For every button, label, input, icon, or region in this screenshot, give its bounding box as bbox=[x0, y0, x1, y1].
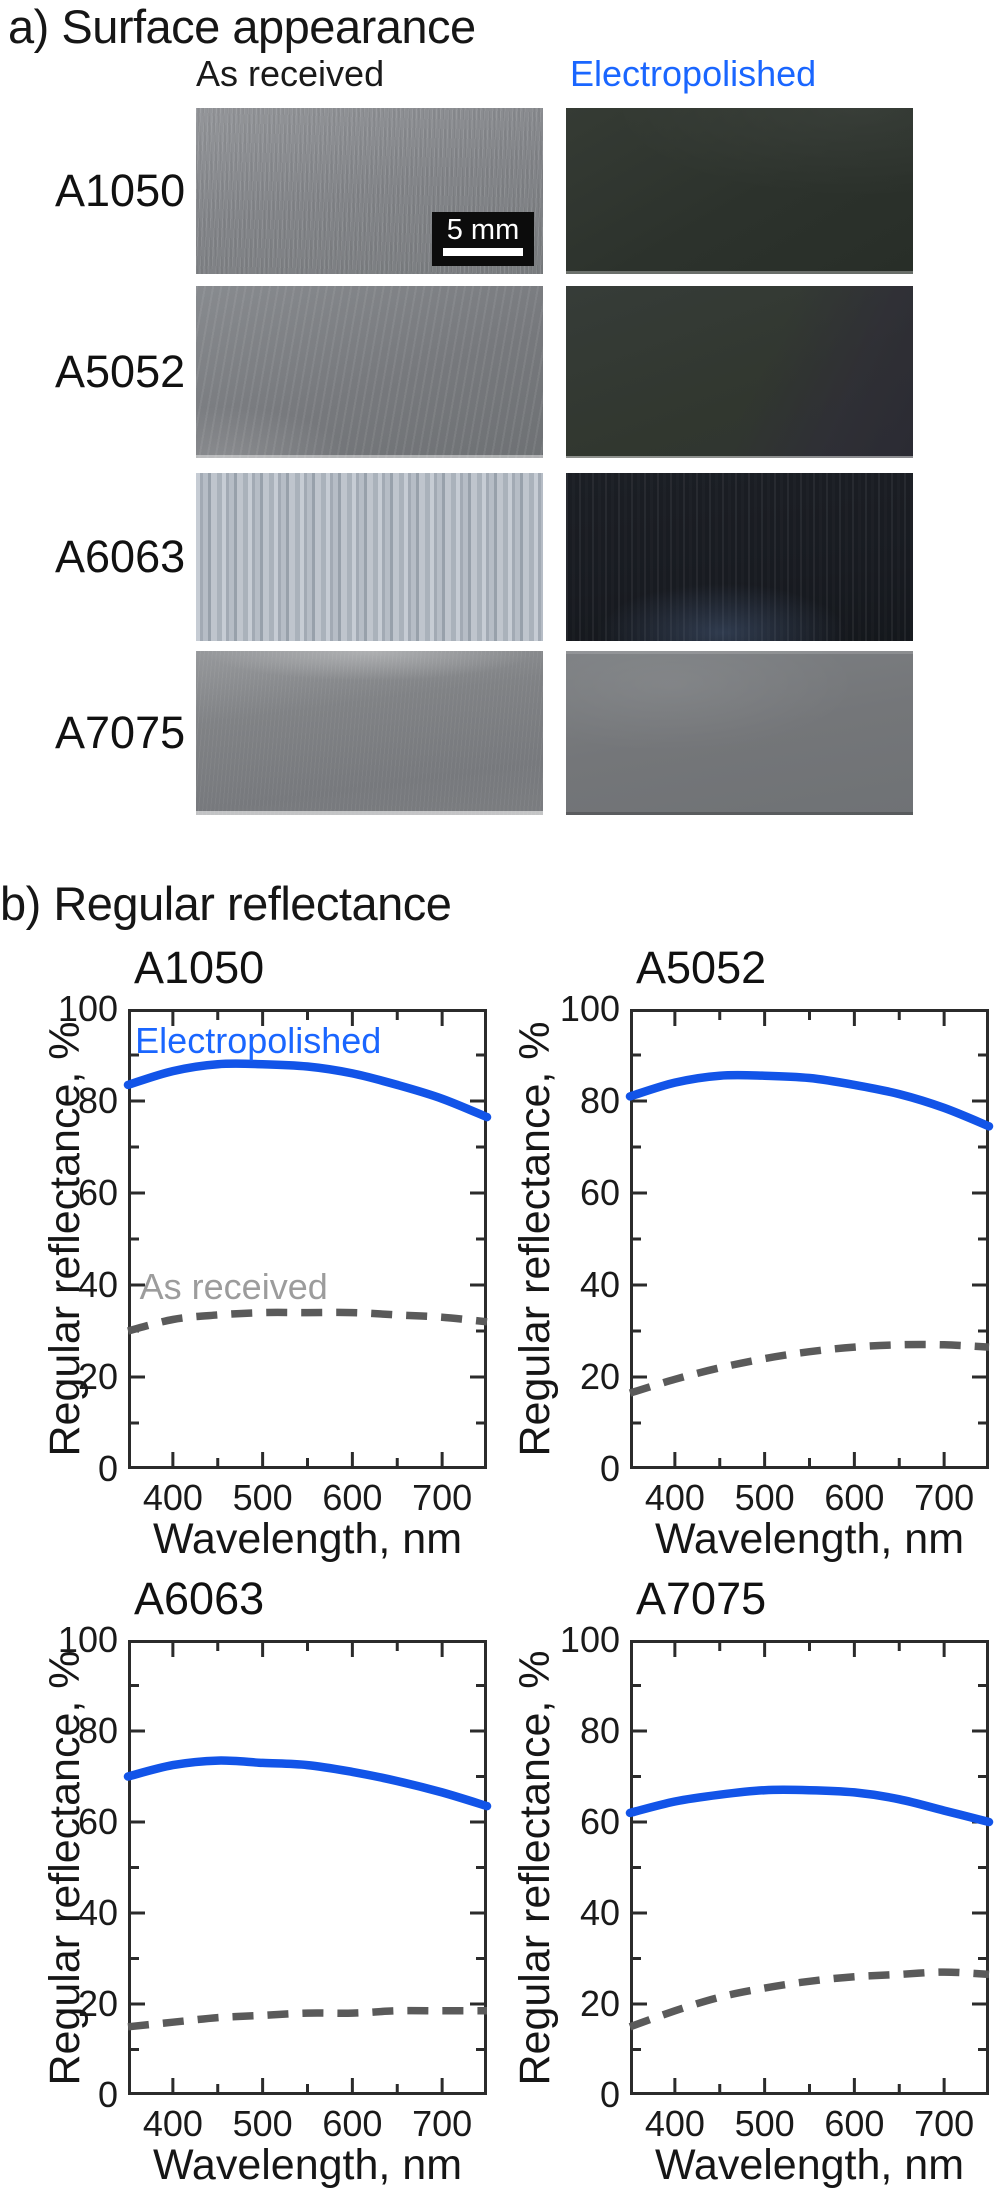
y-tick-label: 60 bbox=[77, 1801, 118, 1842]
y-tick-label: 80 bbox=[77, 1080, 118, 1121]
x-tick-label: 500 bbox=[232, 1477, 293, 1518]
series-label: As received bbox=[139, 1265, 328, 1307]
scale-bar-label: 5 mm bbox=[446, 214, 520, 246]
chart-title: A6063 bbox=[134, 1573, 265, 1624]
y-tick-label: 0 bbox=[599, 1448, 620, 1489]
x-tick-label: 700 bbox=[412, 1477, 473, 1518]
x-axis-title: Wavelength, nm bbox=[152, 1515, 463, 1563]
photo-a7075-electropolished bbox=[566, 651, 913, 815]
x-tick-label: 400 bbox=[142, 1477, 203, 1518]
plot-area-a7075 bbox=[625, 1640, 994, 2095]
row-label-a1050: A1050 bbox=[55, 165, 186, 216]
y-axis-title: Regular reflectance, % bbox=[41, 1650, 89, 2085]
x-tick-label: 400 bbox=[644, 1477, 705, 1518]
y-tick-label: 20 bbox=[77, 1983, 118, 2024]
x-tick-label: 500 bbox=[734, 1477, 795, 1518]
photo-a1050-electropolished bbox=[566, 108, 913, 274]
y-tick-label: 40 bbox=[579, 1264, 620, 1305]
plot-area-a1050 bbox=[123, 1009, 492, 1469]
y-tick-label: 60 bbox=[579, 1801, 620, 1842]
x-tick-label: 400 bbox=[644, 2103, 705, 2144]
photo-a5052-electropolished bbox=[566, 286, 913, 458]
y-tick-label: 100 bbox=[559, 1619, 620, 1660]
photo-a6063-electropolished bbox=[566, 473, 913, 641]
y-tick-label: 0 bbox=[97, 2074, 118, 2115]
y-tick-label: 20 bbox=[579, 1983, 620, 2024]
x-tick-label: 400 bbox=[142, 2103, 203, 2144]
y-tick-label: 0 bbox=[599, 2074, 620, 2115]
y-tick-label: 80 bbox=[579, 1710, 620, 1751]
x-tick-label: 700 bbox=[914, 1477, 975, 1518]
y-tick-label: 100 bbox=[559, 988, 620, 1029]
scale-bar-line bbox=[443, 248, 523, 256]
x-tick-label: 500 bbox=[232, 2103, 293, 2144]
y-tick-label: 60 bbox=[579, 1172, 620, 1213]
photo-a6063-as-received bbox=[196, 473, 543, 641]
photo-a5052-as-received bbox=[196, 286, 543, 458]
y-tick-label: 80 bbox=[579, 1080, 620, 1121]
y-tick-label: 20 bbox=[579, 1356, 620, 1397]
y-axis-title: Regular reflectance, % bbox=[511, 1021, 559, 1457]
y-axis-title: Regular reflectance, % bbox=[511, 1650, 559, 2085]
series-label: Electropolished bbox=[135, 1019, 382, 1061]
x-axis-title: Wavelength, nm bbox=[654, 1515, 965, 1563]
row-label-a6063: A6063 bbox=[55, 531, 186, 582]
scale-bar: 5 mm bbox=[432, 212, 534, 266]
y-tick-label: 40 bbox=[77, 1264, 118, 1305]
x-tick-label: 500 bbox=[734, 2103, 795, 2144]
x-tick-label: 700 bbox=[914, 2103, 975, 2144]
y-tick-label: 100 bbox=[57, 988, 118, 1029]
plot-area-a5052 bbox=[625, 1009, 994, 1469]
x-tick-label: 600 bbox=[322, 2103, 383, 2144]
chart-title: A1050 bbox=[134, 942, 265, 993]
y-tick-label: 40 bbox=[77, 1892, 118, 1933]
photo-a7075-as-received bbox=[196, 651, 543, 815]
y-tick-label: 40 bbox=[579, 1892, 620, 1933]
column-header-electropolished: Electropolished bbox=[570, 53, 817, 94]
y-tick-label: 100 bbox=[57, 1619, 118, 1660]
row-label-a7075: A7075 bbox=[55, 707, 186, 758]
x-tick-label: 600 bbox=[824, 2103, 885, 2144]
y-tick-label: 80 bbox=[77, 1710, 118, 1751]
plot-area-a6063 bbox=[123, 1640, 492, 2095]
y-tick-label: 60 bbox=[77, 1172, 118, 1213]
column-header-as-received: As received bbox=[196, 53, 385, 94]
y-tick-label: 0 bbox=[97, 1448, 118, 1489]
panel-a-heading: a) Surface appearance bbox=[8, 0, 476, 53]
x-tick-label: 600 bbox=[322, 1477, 383, 1518]
y-axis-title: Regular reflectance, % bbox=[41, 1021, 89, 1457]
chart-title: A7075 bbox=[636, 1573, 767, 1624]
panel-b-heading: b) Regular reflectance bbox=[0, 877, 452, 930]
x-axis-title: Wavelength, nm bbox=[654, 2141, 965, 2189]
row-label-a5052: A5052 bbox=[55, 346, 186, 397]
y-tick-label: 20 bbox=[77, 1356, 118, 1397]
x-tick-label: 600 bbox=[824, 1477, 885, 1518]
x-axis-title: Wavelength, nm bbox=[152, 2141, 463, 2189]
chart-title: A5052 bbox=[636, 942, 767, 993]
x-tick-label: 700 bbox=[412, 2103, 473, 2144]
